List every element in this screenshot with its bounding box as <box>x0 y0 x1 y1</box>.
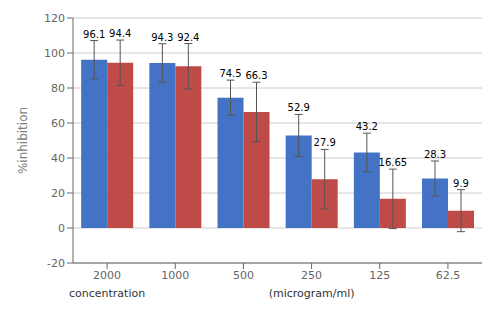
svg-text:0: 0 <box>58 222 65 235</box>
svg-text:100: 100 <box>44 47 65 60</box>
svg-text:43.2: 43.2 <box>356 121 378 132</box>
svg-text:120: 120 <box>44 12 65 25</box>
svg-text:2000: 2000 <box>93 269 121 282</box>
svg-text:60: 60 <box>51 117 65 130</box>
svg-text:40: 40 <box>51 152 65 165</box>
svg-text:94.4: 94.4 <box>109 28 131 39</box>
svg-text:94.3: 94.3 <box>151 32 173 43</box>
svg-text:20: 20 <box>51 187 65 200</box>
svg-text:250: 250 <box>301 269 322 282</box>
svg-text:92.4: 92.4 <box>177 32 199 43</box>
svg-text:125: 125 <box>369 269 390 282</box>
svg-text:96.1: 96.1 <box>83 29 105 40</box>
html-text:concentration: concentration <box>69 287 146 300</box>
html-text:(microgram/ml): (microgram/ml) <box>268 287 355 300</box>
svg-text:9.9: 9.9 <box>453 178 469 189</box>
svg-text:-20: -20 <box>47 257 65 270</box>
svg-text:28.3: 28.3 <box>424 149 446 160</box>
svg-text:52.9: 52.9 <box>288 102 310 113</box>
svg-text:80: 80 <box>51 82 65 95</box>
svg-text:27.9: 27.9 <box>314 137 336 148</box>
svg-text:62.5: 62.5 <box>436 269 461 282</box>
svg-text:16.65: 16.65 <box>379 157 408 168</box>
svg-text:1000: 1000 <box>161 269 189 282</box>
svg-text:500: 500 <box>233 269 254 282</box>
svg-text:%inhibition: %inhibition <box>16 107 30 174</box>
svg-text:74.5: 74.5 <box>219 68 241 79</box>
svg-text:66.3: 66.3 <box>245 70 267 81</box>
